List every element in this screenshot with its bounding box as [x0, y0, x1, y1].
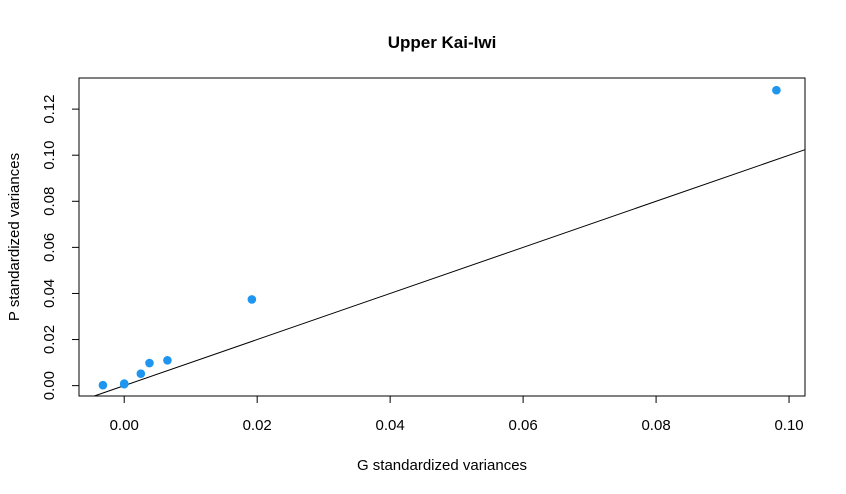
y-tick-label: 0.00 — [41, 371, 58, 400]
x-tick-label: 0.10 — [774, 417, 803, 434]
x-tick-label: 0.04 — [376, 417, 405, 434]
data-point — [163, 355, 172, 365]
y-tick-label: 0.10 — [41, 141, 58, 170]
data-point — [119, 379, 129, 388]
y-tick-label: 0.08 — [41, 187, 58, 216]
x-tick-label: 0.08 — [641, 417, 670, 434]
data-point — [98, 380, 108, 390]
data-point — [772, 85, 781, 95]
reference-line-layer — [94, 149, 806, 397]
data-points — [98, 85, 781, 390]
x-axis-label: G standardized variances — [357, 457, 527, 474]
reference-line — [94, 149, 806, 397]
y-axis-label: P standardized variances — [6, 153, 23, 321]
plot-frame — [78, 77, 806, 397]
x-tick-label: 0.02 — [243, 417, 272, 434]
data-point — [136, 369, 146, 378]
x-tick-label: 0.00 — [110, 417, 139, 434]
data-point — [145, 358, 154, 368]
x-tick-label: 0.06 — [509, 417, 538, 434]
chart-title: Upper Kai-Iwi — [388, 33, 497, 52]
y-tick-label: 0.04 — [41, 279, 58, 308]
y-tick-label: 0.06 — [41, 233, 58, 262]
y-tick-label: 0.02 — [41, 325, 58, 354]
y-tick-label: 0.12 — [41, 95, 58, 124]
data-point — [247, 295, 257, 304]
